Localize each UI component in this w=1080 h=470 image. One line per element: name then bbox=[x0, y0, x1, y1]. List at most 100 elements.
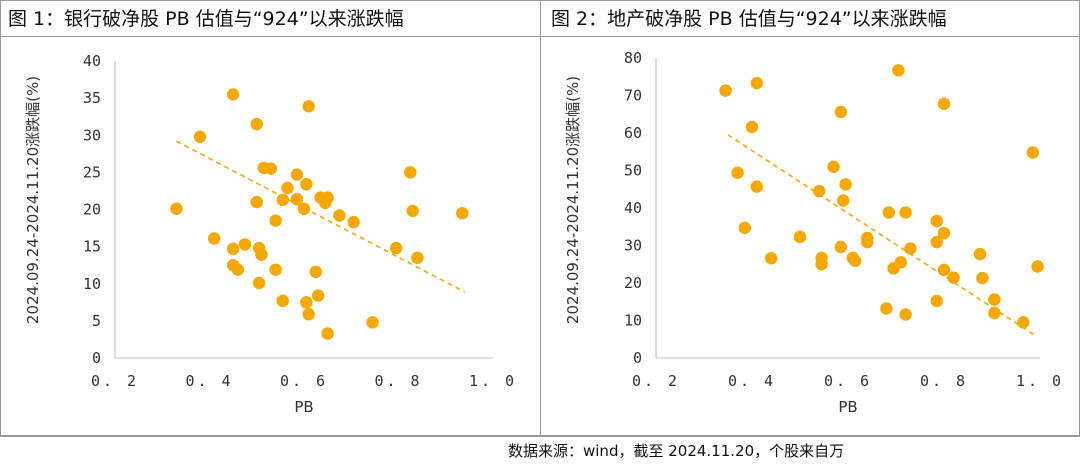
data-point bbox=[456, 207, 469, 220]
x-tick-label: 0. 2 bbox=[91, 372, 139, 390]
data-point bbox=[937, 263, 951, 277]
data-point bbox=[193, 130, 207, 143]
data-point bbox=[252, 276, 266, 290]
data-point bbox=[837, 194, 850, 207]
data-point bbox=[300, 178, 313, 191]
data-point bbox=[269, 263, 282, 276]
data-point bbox=[892, 64, 905, 77]
x-tick-label: 0. 8 bbox=[374, 372, 422, 390]
title-divider bbox=[0, 36, 1080, 37]
data-point bbox=[930, 294, 943, 308]
data-point bbox=[290, 192, 304, 206]
x-axis-label: PB bbox=[294, 398, 313, 416]
data-point bbox=[815, 258, 828, 271]
data-point bbox=[827, 160, 840, 173]
data-point bbox=[976, 271, 989, 285]
chart-2: 0 10 20 30 40 50 60 70 80 0. 2 0. 4 0. 6 0. 8 1. 0 PB 2… bbox=[564, 49, 1064, 416]
data-point bbox=[861, 235, 874, 249]
data-point bbox=[930, 235, 943, 249]
data-point bbox=[411, 251, 424, 264]
data-point bbox=[170, 202, 183, 215]
y-tick-label: 15 bbox=[83, 238, 101, 256]
x-axis-label: PB bbox=[838, 398, 857, 416]
data-point bbox=[208, 232, 221, 245]
y-tick-label: 10 bbox=[83, 275, 101, 293]
data-point bbox=[290, 168, 304, 181]
x-tick-label: 0. 6 bbox=[824, 372, 872, 390]
data-point bbox=[1026, 146, 1040, 159]
data-point bbox=[302, 100, 315, 113]
x-tick-label: 0. 4 bbox=[728, 372, 776, 390]
y-tick-label: 20 bbox=[624, 274, 642, 292]
data-point bbox=[899, 206, 912, 219]
data-point bbox=[250, 195, 263, 209]
data-point bbox=[719, 84, 732, 97]
data-point bbox=[947, 271, 960, 284]
data-point bbox=[226, 88, 240, 101]
y-tick-label: 20 bbox=[83, 201, 101, 219]
y-tick-label: 0 bbox=[92, 349, 101, 367]
data-point bbox=[849, 254, 862, 268]
data-point bbox=[1017, 316, 1030, 329]
data-point bbox=[904, 242, 917, 255]
data-point bbox=[333, 209, 346, 222]
data-point bbox=[882, 206, 895, 219]
data-point bbox=[750, 76, 763, 90]
y-axis-label: 2024.09.24-2024.11.20涨跌幅(%) bbox=[24, 76, 42, 324]
data-point bbox=[269, 214, 282, 227]
data-point bbox=[738, 221, 751, 235]
data-point bbox=[793, 230, 807, 244]
data-point bbox=[406, 204, 419, 218]
chart-1: 0 5 10 15 20 25 30 35 40 0. 2 0. 4 0. 6 0. 8 1. 0 PB 20… bbox=[24, 52, 517, 416]
data-point bbox=[300, 296, 313, 309]
data-point bbox=[238, 238, 252, 251]
y-tick-label: 60 bbox=[624, 124, 642, 142]
data-point bbox=[389, 241, 403, 255]
y-tick-label: 30 bbox=[624, 237, 642, 255]
x-tick-label: 0. 2 bbox=[632, 372, 680, 390]
data-point bbox=[321, 327, 334, 340]
y-tick-label: 50 bbox=[624, 162, 642, 180]
y-tick-label: 10 bbox=[624, 312, 642, 330]
panel-1-title: 图 1：银行破净股 PB 估值与“924”以来涨跌幅 bbox=[8, 8, 404, 30]
data-point bbox=[973, 247, 987, 261]
data-point bbox=[930, 214, 943, 228]
y-tick-label: 0 bbox=[633, 349, 642, 367]
data-point bbox=[319, 196, 332, 210]
data-point bbox=[834, 105, 847, 119]
data-point bbox=[894, 256, 907, 269]
trendline bbox=[176, 140, 466, 293]
x-tick-label: 1. 0 bbox=[1016, 372, 1064, 390]
data-point bbox=[276, 193, 289, 207]
data-point bbox=[899, 308, 912, 321]
data-point bbox=[309, 265, 323, 279]
data-point bbox=[281, 181, 294, 195]
data-point bbox=[255, 248, 268, 261]
data-point bbox=[937, 226, 951, 240]
data-point bbox=[834, 240, 847, 254]
data-point bbox=[231, 263, 245, 276]
data-point bbox=[731, 166, 744, 179]
x-tick-label: 0. 6 bbox=[280, 372, 328, 390]
data-point bbox=[750, 180, 763, 193]
data-point bbox=[1031, 260, 1044, 273]
bottom-divider bbox=[0, 436, 1080, 437]
x-tick-label: 1. 0 bbox=[469, 372, 517, 390]
data-point bbox=[347, 215, 360, 229]
x-tick-label: 0. 8 bbox=[920, 372, 968, 390]
panel-2-title: 图 2：地产破净股 PB 估值与“924”以来涨跌幅 bbox=[551, 8, 947, 30]
data-point bbox=[366, 316, 379, 329]
data-point bbox=[276, 294, 289, 308]
data-point bbox=[880, 302, 893, 315]
data-point bbox=[937, 97, 951, 110]
data-point bbox=[839, 178, 852, 191]
y-tick-label: 25 bbox=[83, 163, 101, 181]
y-tick-label: 70 bbox=[624, 87, 642, 105]
trendline bbox=[727, 134, 1036, 337]
y-tick-label: 80 bbox=[624, 49, 642, 67]
data-point bbox=[264, 162, 278, 175]
data-point bbox=[988, 306, 1001, 320]
data-point bbox=[765, 252, 778, 265]
data-point bbox=[404, 166, 417, 179]
data-point bbox=[988, 293, 1001, 306]
